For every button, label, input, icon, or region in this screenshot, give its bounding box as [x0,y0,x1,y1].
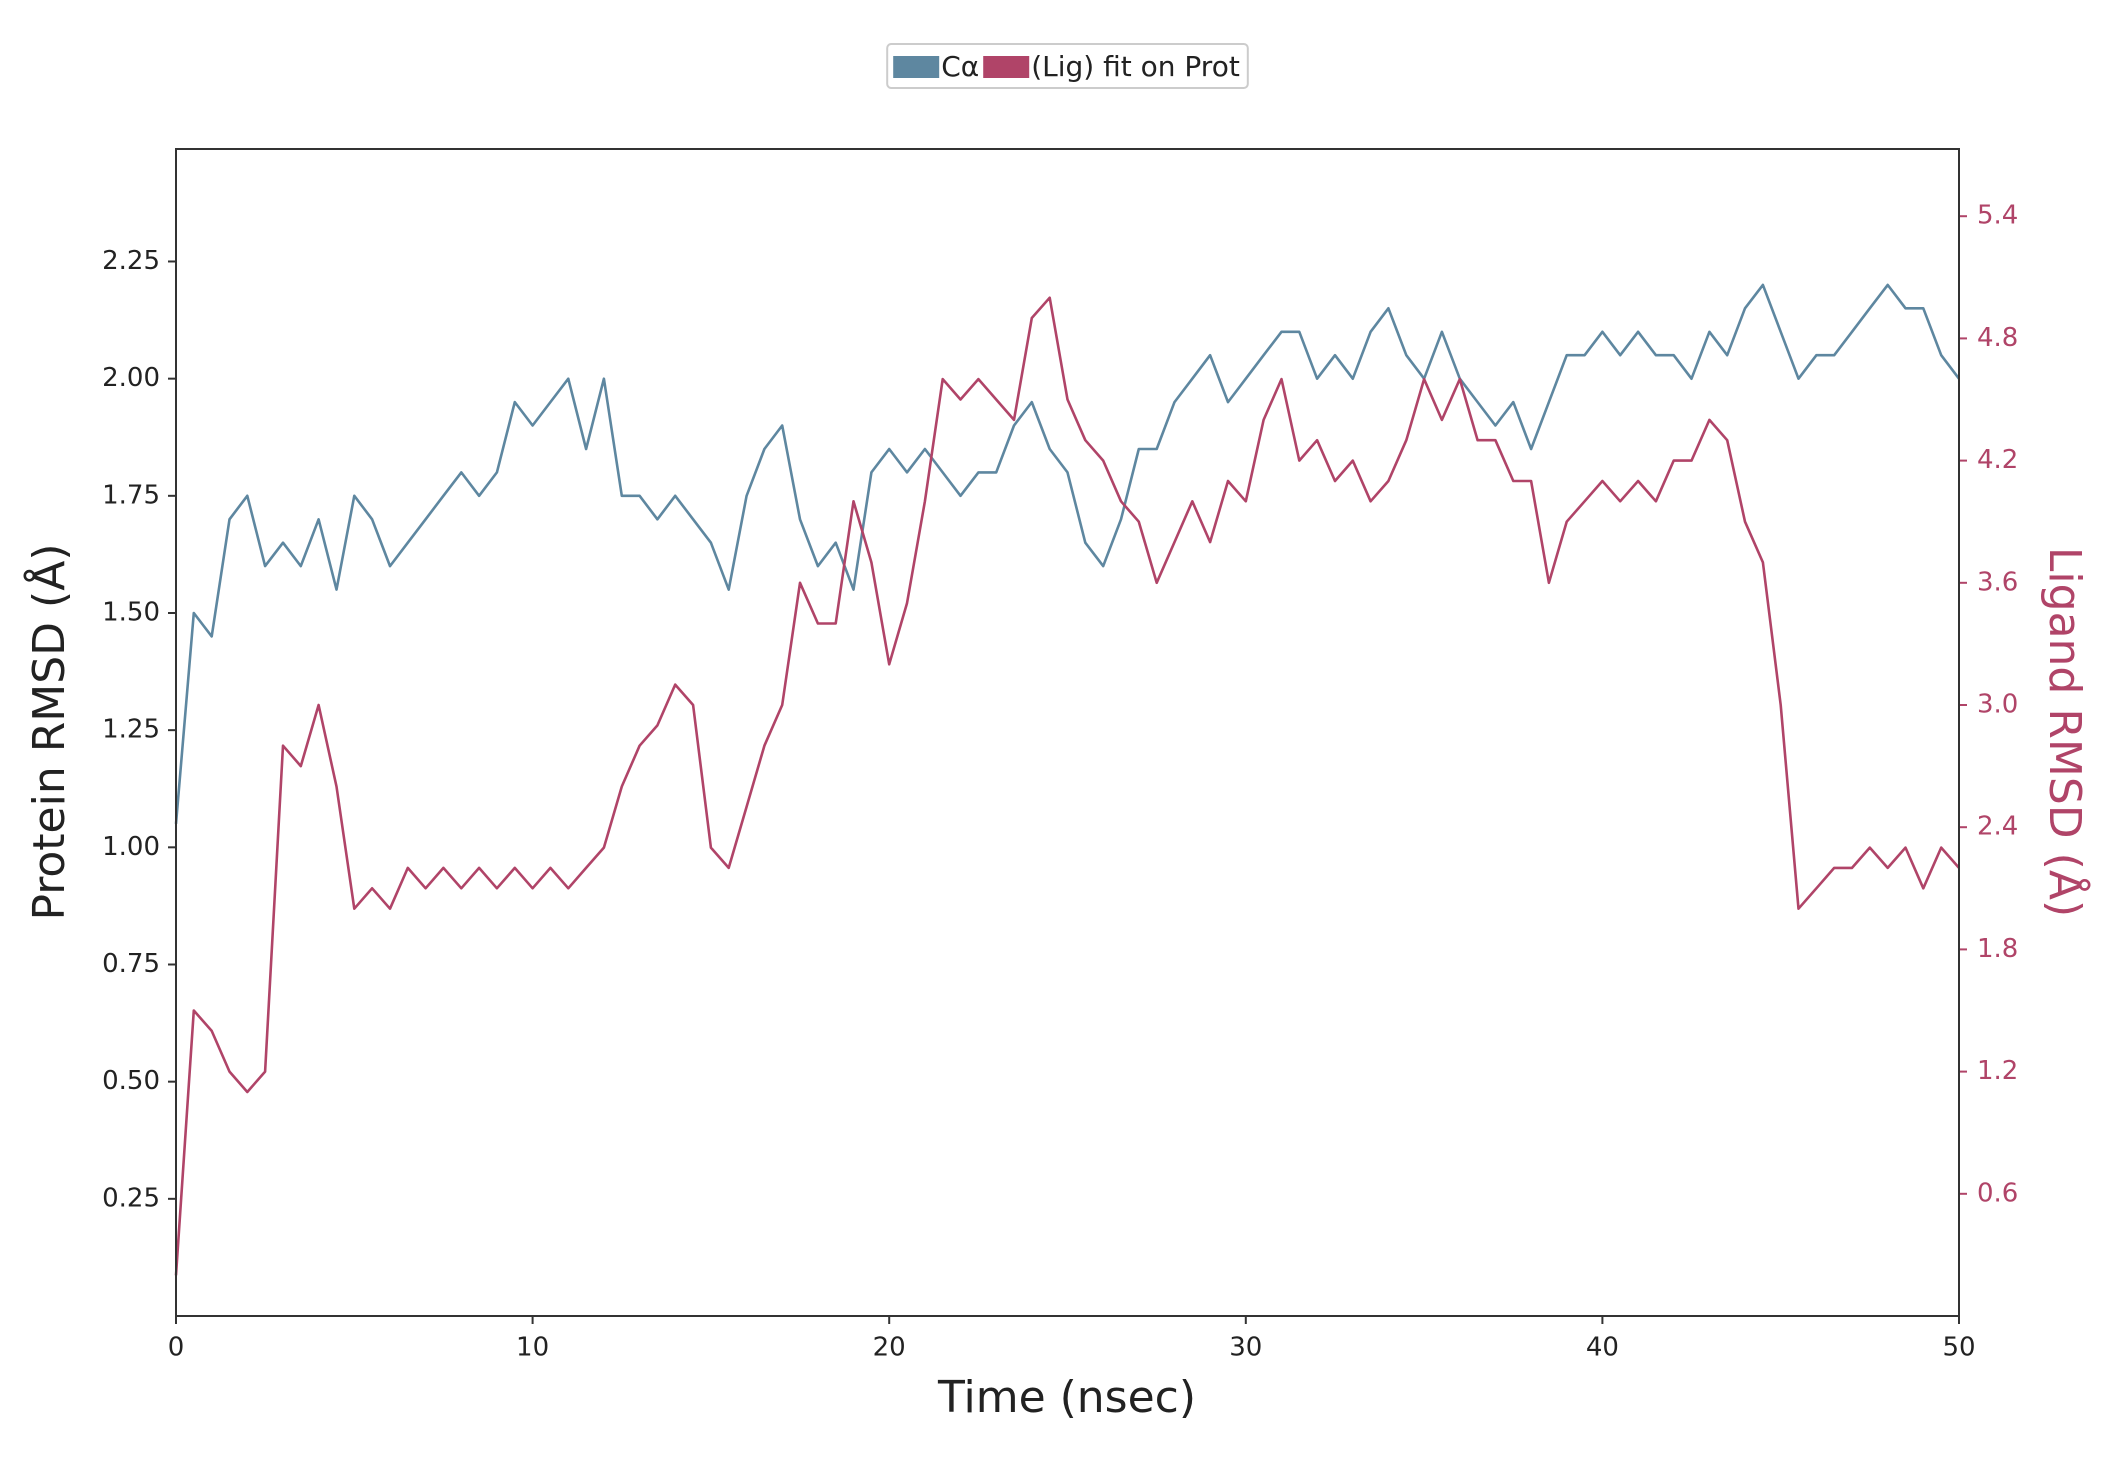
y2-tick-label: 2.4 [1977,812,2018,842]
legend: Cα (Lig) fit on Prot [886,43,1249,89]
y-axis-label: Protein RMSD (Å) [22,544,75,921]
y2-tick-label: 4.2 [1977,445,2018,475]
legend-label: Cα [941,50,979,83]
legend-label: (Lig) fit on Prot [1031,50,1240,83]
y-tick-label: 2.00 [102,363,160,393]
legend-box [886,43,1249,89]
y-tick-label: 1.75 [102,480,160,510]
y-tick-label: 0.25 [102,1183,160,1213]
y-tick-label: 2.25 [102,246,160,276]
y-tick-label: 1.00 [102,832,160,862]
y2-tick-label: 4.8 [1977,323,2018,353]
y-tick-label: 1.50 [102,597,160,627]
legend-swatch [983,56,1030,78]
x-tick-label: 30 [1229,1333,1262,1363]
data-line [174,296,1960,1276]
y2-tick-label: 3.6 [1977,567,2018,597]
plot-frame [175,148,1960,1317]
y2-tick-label: 5.4 [1977,201,2018,231]
data-line [174,283,1961,825]
y-tick-label: 1.25 [102,715,160,745]
x-tick-label: 20 [873,1333,906,1363]
x-axis-label: Time (nsec) [937,1372,1196,1423]
legend-swatch [893,56,940,78]
y2-tick-label: 1.2 [1977,1056,2018,1086]
x-tick-label: 0 [168,1333,185,1363]
y2-tick-label: 0.6 [1977,1178,2018,1208]
x-tick-label: 50 [1942,1333,1975,1363]
x-tick-label: 10 [516,1333,549,1363]
y-tick-label: 0.50 [102,1066,160,1096]
y-tick-label: 0.75 [102,949,160,979]
y2-axis-label: Ligand RMSD (Å) [2039,547,2092,917]
x-tick-label: 40 [1586,1333,1619,1363]
y2-tick-label: 1.8 [1977,934,2018,964]
y2-tick-label: 3.0 [1977,690,2018,720]
